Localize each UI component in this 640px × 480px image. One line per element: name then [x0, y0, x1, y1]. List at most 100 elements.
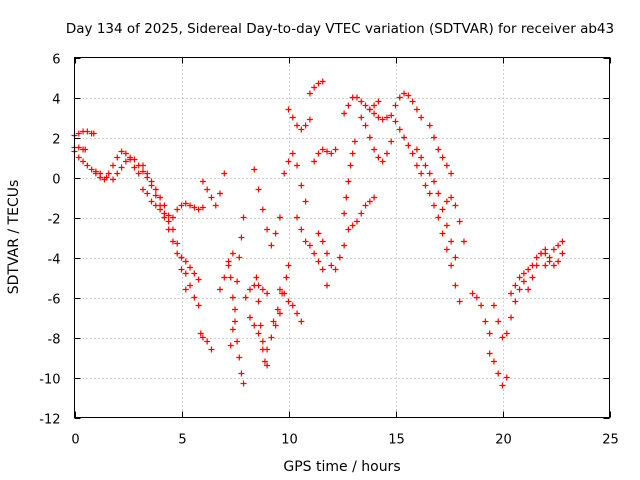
series-s11	[225, 258, 247, 387]
data-point	[246, 286, 253, 293]
data-point	[88, 166, 95, 173]
data-point	[448, 194, 455, 201]
data-point	[324, 282, 331, 289]
data-point	[336, 254, 343, 261]
data-point	[246, 314, 253, 321]
data-point	[358, 114, 365, 121]
data-point	[328, 150, 335, 157]
y-tick-label: -8	[48, 333, 61, 348]
data-point	[520, 270, 527, 277]
data-point	[379, 116, 386, 123]
data-point	[285, 158, 292, 165]
series-s25	[341, 138, 358, 217]
data-point	[152, 186, 159, 193]
data-point	[473, 294, 480, 301]
data-point	[285, 106, 292, 113]
x-tick-label: 15	[388, 433, 405, 448]
x-tick-label: 20	[495, 433, 512, 448]
data-point	[351, 138, 358, 145]
data-point	[276, 214, 283, 221]
data-point	[362, 102, 369, 109]
data-point	[482, 318, 489, 325]
data-point	[499, 334, 506, 341]
data-point	[443, 222, 450, 229]
data-point	[306, 242, 313, 249]
data-point	[276, 310, 283, 317]
data-point	[388, 138, 395, 145]
series-s37	[490, 278, 527, 341]
data-point	[379, 158, 386, 165]
data-point	[328, 262, 335, 269]
data-point	[197, 330, 204, 337]
data-point	[227, 274, 234, 281]
data-point	[131, 164, 138, 171]
data-point	[401, 134, 408, 141]
series-s26	[345, 194, 378, 233]
data-point	[512, 298, 519, 305]
data-point	[217, 286, 224, 293]
data-point	[469, 290, 476, 297]
data-point	[341, 242, 348, 249]
data-point	[315, 258, 322, 265]
data-point	[187, 264, 194, 271]
data-point	[319, 266, 326, 273]
y-tick-label: 0	[52, 173, 60, 188]
data-point	[499, 382, 506, 389]
data-point	[495, 318, 502, 325]
data-point	[92, 170, 99, 177]
data-point	[157, 194, 164, 201]
data-point	[555, 258, 562, 265]
data-point	[187, 282, 194, 289]
data-point	[127, 156, 134, 163]
data-point	[375, 114, 382, 121]
data-point	[276, 286, 283, 293]
data-point	[229, 250, 236, 257]
data-point	[409, 150, 416, 157]
data-point	[217, 190, 224, 197]
data-point	[259, 286, 266, 293]
data-point	[371, 102, 378, 109]
data-point	[508, 290, 515, 297]
data-point	[298, 182, 305, 189]
data-point	[448, 170, 455, 177]
data-point	[418, 154, 425, 161]
data-point	[272, 230, 279, 237]
data-point	[456, 298, 463, 305]
data-point	[221, 170, 228, 177]
data-point	[405, 92, 412, 99]
data-point	[97, 174, 104, 181]
data-point	[413, 146, 420, 153]
data-point	[268, 334, 275, 341]
data-point	[236, 254, 243, 261]
series-s16	[251, 166, 283, 249]
data-point	[161, 210, 168, 217]
data-point	[272, 322, 279, 329]
data-point	[375, 98, 382, 105]
data-point	[409, 98, 416, 105]
data-point	[550, 262, 557, 269]
series-s14	[246, 310, 283, 353]
series-s6	[139, 186, 206, 225]
data-point	[270, 318, 277, 325]
data-point	[302, 198, 309, 205]
data-point	[75, 130, 82, 137]
data-point	[101, 176, 108, 183]
data-point	[268, 242, 275, 249]
data-point	[324, 148, 331, 155]
data-point	[546, 254, 553, 261]
data-point	[182, 200, 189, 207]
data-point	[105, 170, 112, 177]
data-point	[264, 226, 271, 233]
series-s36	[486, 350, 510, 389]
data-point	[174, 206, 181, 213]
data-point	[426, 170, 433, 177]
data-point	[319, 78, 326, 85]
data-point	[232, 318, 238, 325]
x-tick-label: 5	[178, 433, 186, 448]
data-point	[178, 254, 185, 261]
series-s31	[396, 126, 463, 305]
data-point	[208, 194, 215, 201]
y-axis-title: SDTVAR / TECUs	[6, 180, 22, 295]
data-point	[238, 370, 245, 377]
series-s12	[227, 214, 247, 349]
